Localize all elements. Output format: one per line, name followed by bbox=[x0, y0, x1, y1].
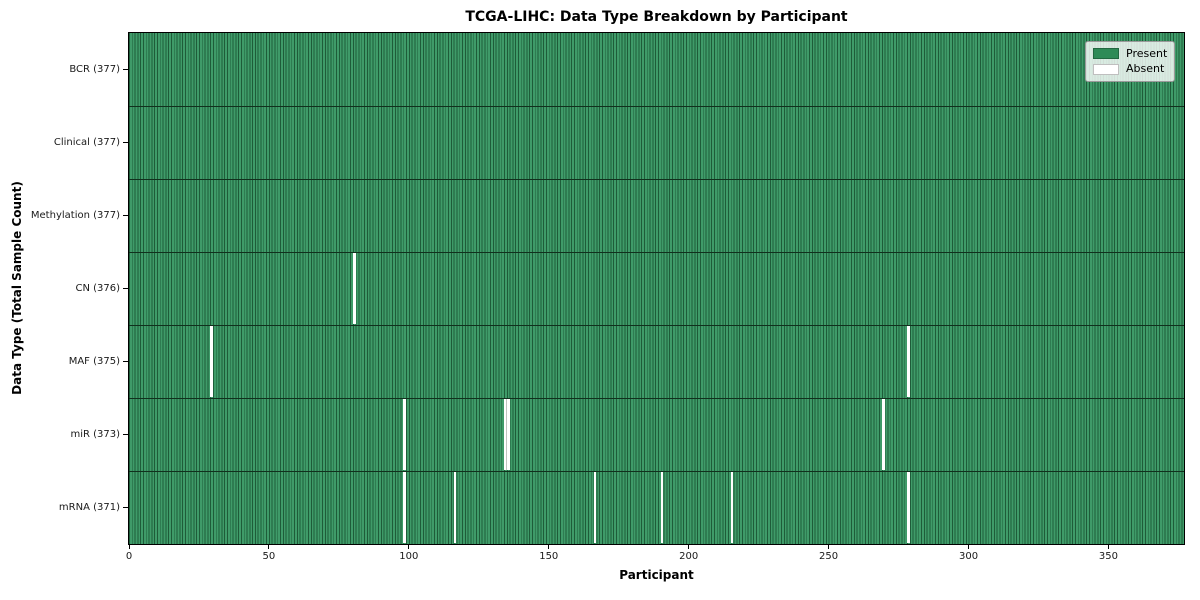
x-tick-label-0: 0 bbox=[125, 551, 133, 562]
absent-cell-mRNA-98 bbox=[403, 472, 407, 543]
absent-cell-miR-269 bbox=[881, 399, 885, 470]
x-tick-mark bbox=[968, 545, 970, 549]
y-tick-mark bbox=[123, 507, 129, 508]
row-separator bbox=[129, 178, 1184, 180]
row-separator bbox=[129, 470, 1184, 472]
absent-cell-mRNA-190 bbox=[660, 472, 664, 543]
y-tick-label-BCR: BCR (377) bbox=[69, 63, 120, 75]
x-tick-mark bbox=[268, 545, 270, 549]
row-separator bbox=[129, 251, 1184, 253]
y-tick-mark bbox=[123, 361, 129, 362]
legend-swatch-present-icon bbox=[1093, 48, 1119, 60]
y-tick-label-Clinical: Clinical (377) bbox=[53, 136, 120, 148]
absent-cell-CN-80 bbox=[352, 253, 356, 324]
x-tick-label-50: 50 bbox=[262, 551, 276, 562]
y-tick-mark bbox=[123, 69, 129, 70]
y-tick-mark bbox=[123, 142, 129, 143]
absent-cell-MAF-29 bbox=[210, 326, 213, 397]
x-tick-label-350: 350 bbox=[1098, 551, 1118, 562]
absent-cell-mRNA-278 bbox=[906, 472, 910, 543]
legend: Present Absent bbox=[1085, 41, 1175, 82]
absent-cell-mRNA-166 bbox=[593, 472, 597, 543]
x-tick-label-200: 200 bbox=[679, 551, 699, 562]
y-tick-mark bbox=[123, 288, 129, 289]
chart-title: TCGA-LIHC: Data Type Breakdown by Partic… bbox=[465, 9, 848, 25]
absent-cell-miR-134 bbox=[503, 399, 507, 470]
x-tick-label-250: 250 bbox=[819, 551, 839, 562]
absent-cell-mRNA-116 bbox=[453, 472, 457, 543]
x-tick-mark bbox=[1107, 545, 1109, 549]
absent-cell-miR-98 bbox=[403, 399, 407, 470]
absent-cell-MAF-278 bbox=[906, 326, 910, 397]
y-tick-label-Methylation: Methylation (377) bbox=[30, 209, 120, 221]
y-tick-label-CN: CN (376) bbox=[75, 282, 120, 294]
plot-area: Present Absent bbox=[128, 32, 1185, 545]
y-tick-label-mRNA: mRNA (371) bbox=[58, 501, 120, 513]
x-tick-label-150: 150 bbox=[539, 551, 559, 562]
row-separator bbox=[129, 105, 1184, 107]
y-tick-label-miR: miR (373) bbox=[70, 428, 120, 440]
legend-label-present: Present bbox=[1126, 46, 1168, 60]
legend-item-present: Present bbox=[1093, 46, 1168, 60]
x-tick-mark bbox=[828, 545, 830, 549]
y-tick-mark bbox=[123, 434, 129, 435]
x-tick-mark bbox=[128, 545, 130, 549]
y-tick-mark bbox=[123, 215, 129, 216]
x-tick-mark bbox=[688, 545, 690, 549]
x-axis-label: Participant bbox=[619, 568, 694, 582]
row-separator bbox=[129, 324, 1184, 326]
legend-label-absent: Absent bbox=[1126, 62, 1165, 76]
legend-swatch-absent-icon bbox=[1093, 63, 1119, 75]
absent-cell-miR-135 bbox=[506, 399, 510, 470]
x-tick-label-100: 100 bbox=[399, 551, 419, 562]
legend-item-absent: Absent bbox=[1093, 63, 1167, 75]
x-tick-label-300: 300 bbox=[958, 551, 979, 562]
row-separator bbox=[129, 397, 1184, 399]
x-tick-mark bbox=[408, 545, 410, 549]
absent-cell-mRNA-215 bbox=[730, 472, 734, 543]
x-tick-mark bbox=[548, 545, 550, 549]
y-tick-label-MAF: MAF (375) bbox=[68, 355, 120, 367]
